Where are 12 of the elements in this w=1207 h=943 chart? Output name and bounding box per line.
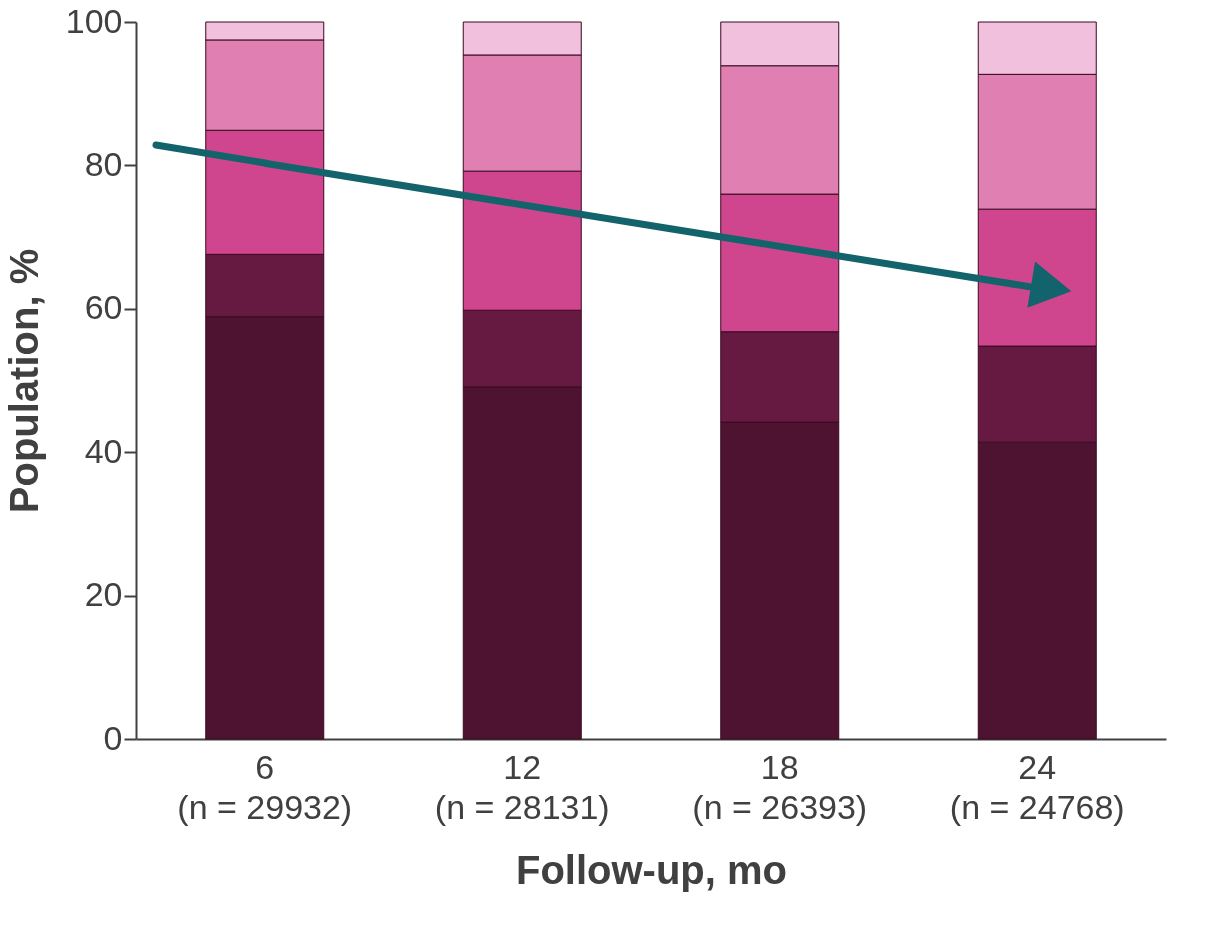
y-tick-label: 40 [84, 431, 123, 470]
y-tick-label: 60 [84, 288, 123, 327]
x-tick-label: 12 (n = 28131) [434, 747, 610, 826]
x-tick-label: 6 (n = 29932) [177, 747, 353, 826]
y-tick-label: 0 [103, 718, 123, 757]
x-tick-label: 18 (n = 26393) [692, 747, 868, 826]
y-axis-title: Population, % [1, 248, 46, 514]
x-tick-label: 24 (n = 24768) [949, 747, 1125, 826]
y-tick-label: 20 [84, 575, 123, 614]
y-tick-label: 80 [84, 144, 123, 183]
y-tick-label: 100 [65, 1, 123, 40]
x-axis-title: Follow-up, mo [515, 847, 788, 892]
